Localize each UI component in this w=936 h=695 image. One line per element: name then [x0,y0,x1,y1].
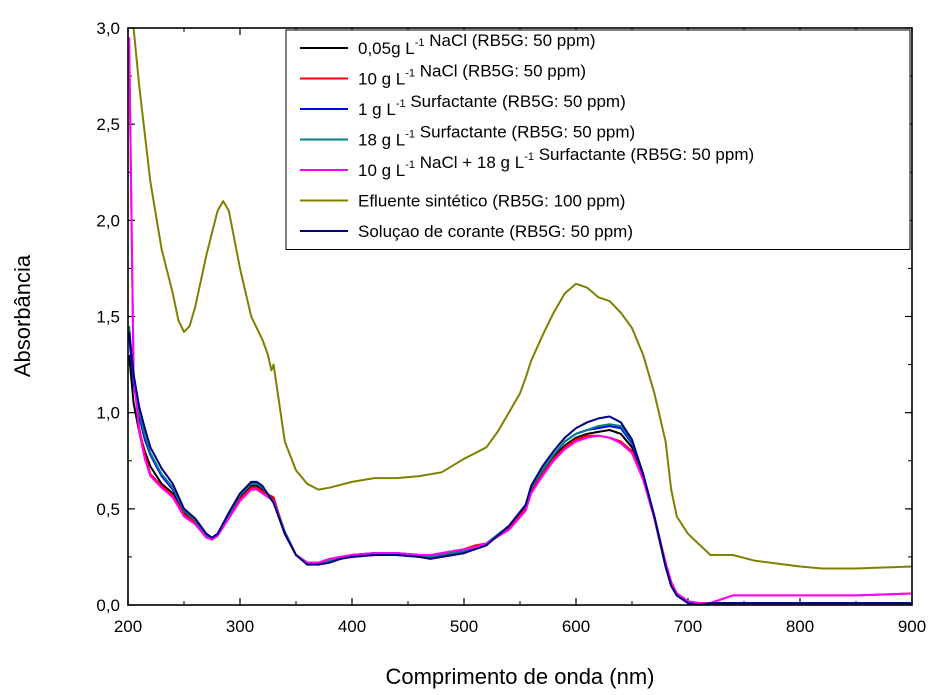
series-layer [128,28,912,605]
legend-entry: 10 g L-1 NaCl (RB5G: 50 ppm) [358,62,586,89]
plot-frame [127,27,913,606]
legend-box [285,29,911,250]
x-tick-label: 200 [114,617,142,636]
y-tick-label: 2,5 [96,115,120,134]
y-tick-label: 1,0 [96,404,120,423]
legend-entry: 1 g L-1 Surfactante (RB5G: 50 ppm) [358,92,626,119]
axis-ticks: 200 300 400 500 600 700 800 900 0,0 0,5 1,0 1,5 2,0 2… [96,19,926,636]
legend-entry: Efluente sintético (RB5G: 100 ppm) [358,192,625,211]
legend-entry: Soluçao de corante (RB5G: 50 ppm) [358,222,633,241]
x-tick-label: 900 [898,617,926,636]
legend-entry: 0,05g L-1 NaCl (RB5G: 50 ppm) [358,31,596,58]
y-tick-label: 2,0 [96,211,120,230]
legend-entry: 10 g L-1 NaCl + 18 g L-1 Surfactante (RB… [358,145,754,180]
x-axis-title: Comprimento de onda (nm) [385,664,654,689]
x-tick-label: 700 [674,617,702,636]
series-line-6 [132,28,912,570]
series-line-4 [128,326,912,605]
series-line-3 [128,335,912,605]
x-tick-label: 600 [562,617,590,636]
y-axis-title: Absorbância [10,254,35,377]
y-tick-label: 0,5 [96,500,120,519]
x-tick-label: 400 [338,617,366,636]
legend: 0,05g L-1 NaCl (RB5G: 50 ppm) 10 g L-1 Na… [285,29,911,250]
y-tick-label: 1,5 [96,308,120,327]
x-tick-label: 800 [786,617,814,636]
x-tick-label: 500 [450,617,478,636]
y-tick-label: 0,0 [96,596,120,615]
x-tick-label: 300 [226,617,254,636]
series-line-7 [128,331,912,605]
y-tick-label: 3,0 [96,19,120,38]
legend-entry: 18 g L-1 Surfactante (RB5G: 50 ppm) [358,123,635,150]
